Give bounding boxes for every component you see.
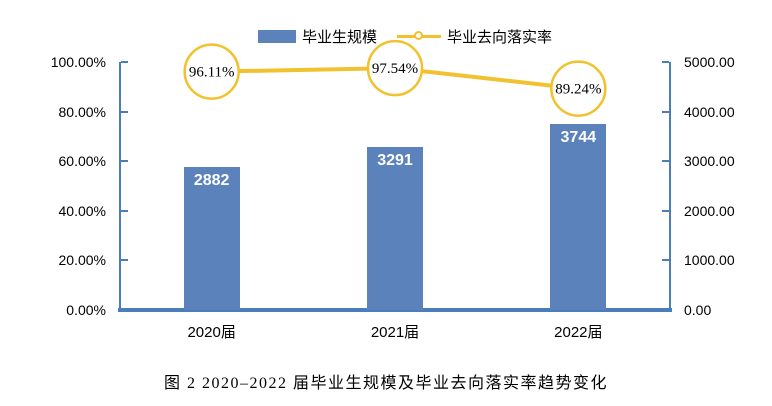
right-value-axis-line [669,62,671,310]
left-axis-tick [121,209,128,212]
data-point-label: 96.11% [189,65,235,81]
left-axis-tick-label: 100.00% [50,54,106,70]
right-axis-tick-label: 3000.00 [684,153,735,170]
bar-value-label: 3744 [560,129,597,147]
line-series-marker-icon [397,31,442,40]
right-axis-tick-label: 2000.00 [684,202,735,219]
left-axis-tick [121,309,128,311]
data-point-circle [183,43,240,100]
legend-item-line-series: 毕业去向落实率 [397,26,552,47]
x-axis-category-label: 2022届 [554,324,603,341]
bar-2020届: 2882 [183,167,240,310]
left-axis-tick-label: 40.00% [58,202,106,219]
right-axis-tick [662,61,669,63]
left-axis-tick [121,110,128,113]
bar-value-label: 2882 [193,172,230,190]
right-axis-tick-label: 1000.00 [684,252,735,269]
left-axis-tick-label: 20.00% [58,252,106,269]
right-axis-tick-label: 5000.00 [684,54,735,70]
data-point-circle [550,60,607,117]
right-axis-tick [662,209,669,212]
bar-2022届: 3744 [550,124,607,310]
left-axis-tick [121,259,128,262]
left-axis-tick [121,61,128,63]
figure-caption: 图 2 2020–2022 届毕业生规模及毕业去向落实率趋势变化 [163,375,608,392]
x-axis-category-label: 2021届 [370,324,420,341]
left-axis-tick-label: 0.00% [66,302,106,318]
data-point-label: 97.54% [372,61,418,77]
x-axis-category-label: 2020届 [187,324,236,341]
left-axis-tick-label: 80.00% [58,103,106,120]
left-axis-tick [121,160,128,163]
right-axis-tick [662,110,669,113]
bar-value-label: 3291 [377,151,413,169]
data-point-label: 89.24% [555,82,601,98]
bar-2021届: 3291 [367,146,423,310]
legend-item-bar-series: 毕业生规模 [258,26,377,47]
line-series-path [211,66,579,91]
left-value-axis-line [119,62,121,310]
legend-bar-label: 毕业生规模 [302,30,378,46]
right-axis-tick [662,309,669,311]
data-point-circle [366,39,424,97]
category-axis-line [118,308,672,312]
right-axis-tick-label: 4000.00 [684,103,735,120]
right-axis-tick-label: 0.00 [684,302,712,318]
legend-line-label: 毕业去向落实率 [447,30,553,46]
right-axis-tick [662,259,669,262]
right-axis-tick [662,160,669,163]
left-axis-tick-label: 60.00% [58,153,106,170]
chart-legend: 毕业生规模 毕业去向落实率 [258,26,552,47]
bar-series-swatch-icon [258,30,296,43]
line-marker-circle-icon [414,31,424,40]
